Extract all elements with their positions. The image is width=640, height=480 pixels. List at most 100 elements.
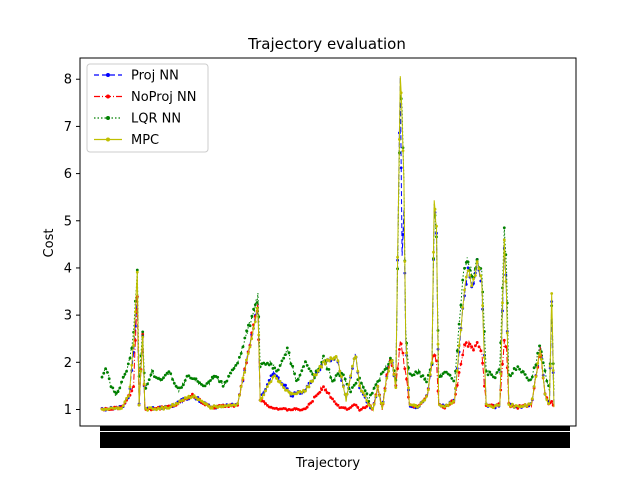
data-point [470,284,474,288]
y-tick-label: 7 [64,120,72,135]
data-point [360,407,363,411]
data-point [182,398,185,402]
data-point [307,385,311,389]
data-point [369,393,372,397]
data-point [205,402,209,406]
data-point [550,400,554,403]
data-point [285,388,289,392]
data-point [287,351,291,354]
data-point [338,369,342,373]
legend-label: NoProj NN [131,90,197,105]
data-point [130,346,134,350]
data-point [116,390,120,393]
data-point [234,404,238,407]
data-point [260,396,264,400]
data-point [280,382,284,386]
data-point [334,355,338,358]
data-point [320,365,324,369]
data-point [532,366,536,370]
data-point [452,400,456,403]
x-axis [100,426,570,448]
data-point [266,404,269,407]
data-point [459,303,463,307]
data-point [545,379,549,383]
y-tick-label: 5 [64,214,72,229]
data-point [253,303,257,307]
data-point [295,392,298,396]
data-point [525,376,529,380]
legend-entry: Proj NN [94,69,179,84]
data-point [523,373,527,376]
data-point [423,378,427,381]
data-point [398,348,401,351]
data-point [381,401,385,405]
data-point [250,337,254,341]
data-point [316,369,320,372]
data-point [198,381,202,384]
data-point [529,402,532,406]
data-point [216,375,220,379]
data-point [477,345,481,349]
data-point [134,310,137,314]
data-point [262,400,266,403]
data-point [484,369,488,373]
data-point [141,332,145,336]
data-point [284,353,287,356]
data-point [121,375,125,379]
data-point [174,384,178,388]
data-point [501,301,504,305]
data-point [374,394,378,398]
data-point [282,386,286,389]
data-point [232,367,236,370]
data-point [523,403,527,406]
data-point [160,405,164,409]
data-point [365,392,369,396]
data-point [470,345,474,348]
data-point [394,386,398,389]
data-point [468,273,472,277]
data-point [450,377,454,380]
data-point [187,394,191,398]
legend-marker [106,94,110,99]
data-point [539,358,543,361]
data-point [479,274,483,278]
data-point [448,373,452,377]
data-point [403,260,407,263]
legend-label: MPC [131,133,159,148]
data-point [495,371,499,374]
data-point [428,373,432,376]
data-point [210,406,214,410]
data-point [551,369,555,372]
data-point [521,370,525,374]
data-point [293,372,296,376]
data-point [207,405,211,408]
series-lqr-nn [100,94,555,404]
data-point [332,378,336,382]
data-point [253,320,257,324]
data-point [435,359,438,363]
y-tick-label: 6 [64,167,72,182]
data-point [340,375,343,379]
data-point [543,392,547,396]
data-point [502,226,506,230]
data-point [361,391,365,395]
data-point [172,404,176,407]
data-point [354,381,358,385]
data-point [230,368,234,372]
data-point [543,369,547,373]
data-point [305,364,309,367]
data-point [269,362,273,366]
data-point [511,372,514,375]
data-point [352,383,356,387]
data-point [343,406,347,410]
data-point [475,258,479,261]
data-point [106,371,109,374]
data-point [332,400,336,403]
data-point [479,349,483,353]
data-point [370,391,374,395]
data-point [296,378,300,381]
y-tick-label: 2 [64,356,72,371]
data-point [550,292,554,295]
data-point [314,373,318,377]
data-point [180,386,184,389]
